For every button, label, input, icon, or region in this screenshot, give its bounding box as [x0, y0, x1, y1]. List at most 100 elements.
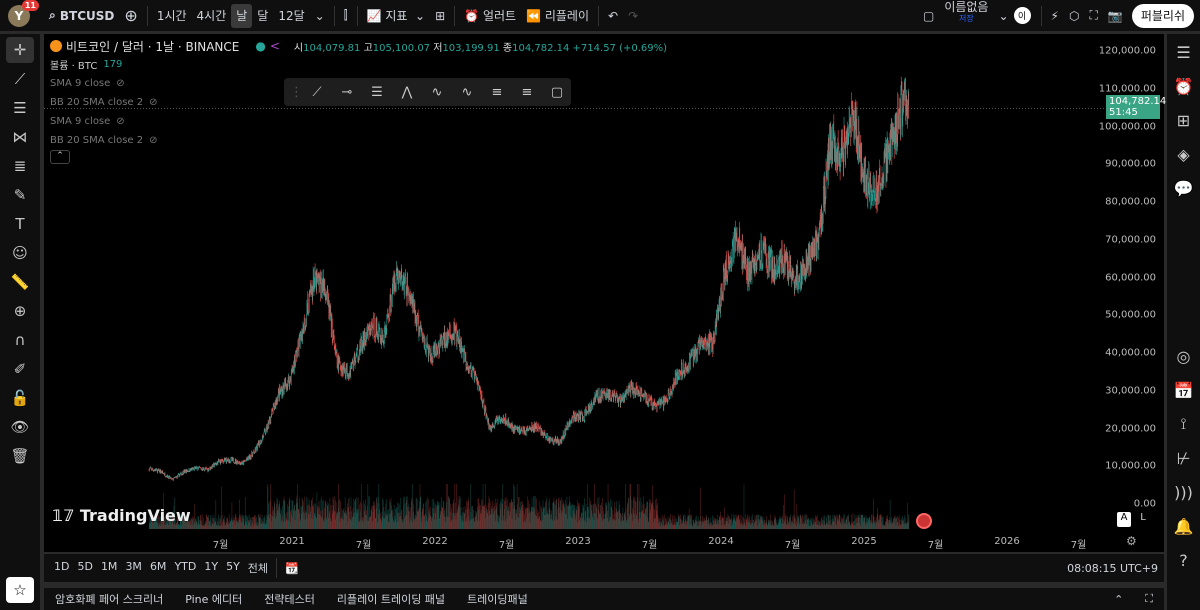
fib-extension-icon[interactable]: ≡ [521, 84, 533, 100]
alert-button[interactable]: ⏰ 얼러트 [459, 4, 521, 28]
volume-bar [152, 522, 153, 529]
us-flag-event-icon[interactable] [916, 513, 932, 529]
signal-icon[interactable]: ))) [1174, 482, 1193, 502]
interval-day[interactable]: 날 [231, 3, 253, 28]
symbol-search[interactable]: ⌕ BTCUSD [44, 4, 119, 28]
trend-line-icon[interactable]: ⟋ [312, 84, 322, 100]
calendar-icon[interactable]: 📅 [1173, 380, 1194, 400]
quick-search-icon[interactable]: ⚡ [1050, 8, 1059, 23]
range-3m[interactable]: 3M [125, 560, 142, 573]
bell-icon[interactable]: 🔔 [1173, 516, 1194, 536]
chart-area[interactable]: 비트코인 / 달러 · 1날 · BINANCE ● < 시104,079.81 … [44, 34, 1166, 552]
eye-hidden-icon[interactable]: ⊘ [149, 135, 158, 146]
parallel-channel-icon[interactable]: ☰ [371, 84, 383, 100]
settings-icon[interactable]: ⬡ [1068, 8, 1080, 23]
interval-1h[interactable]: 1시간 [156, 9, 187, 23]
emoji-icon[interactable]: ☺ [12, 244, 28, 262]
settings-icon[interactable]: ⚙ [1126, 534, 1137, 548]
redo-icon[interactable]: ↷ [628, 8, 639, 23]
range-ytd[interactable]: YTD [174, 560, 197, 573]
brush-icon[interactable]: ✎ [13, 186, 27, 204]
tab-crypto-screener[interactable]: 암호화폐 페어 스크리너 [55, 593, 164, 606]
indicator-bb[interactable]: BB 20 SMA close 2 ⊘ [50, 93, 667, 112]
volume-bar [708, 520, 710, 529]
help-icon[interactable]: ? [1179, 550, 1188, 570]
star-icon[interactable]: ☆ [6, 577, 34, 603]
templates-icon[interactable]: ⊞ [435, 8, 446, 23]
clock[interactable]: 08:08:15 UTC+9 [1067, 561, 1158, 575]
horizontal-lines-icon[interactable]: ☰ [13, 99, 27, 117]
chart-type-icon[interactable]: ⫿ [343, 8, 348, 22]
indicator-sma[interactable]: SMA 9 close ⊘ [50, 112, 667, 131]
text-icon[interactable]: T [15, 215, 25, 233]
interval-month[interactable]: 달 [257, 9, 269, 23]
trend-line-icon[interactable]: ⟋ [14, 70, 26, 88]
zoom-in-icon[interactable]: ⊕ [13, 302, 27, 320]
pattern-icon[interactable]: ⋀ [401, 84, 413, 100]
range-전체[interactable]: 전체 [247, 562, 269, 575]
fib-retracement-icon[interactable]: ≡ [491, 84, 503, 100]
chevron-up-icon[interactable]: ⌃ [1114, 592, 1124, 606]
indicators-button[interactable]: 📈 지표 ⌄ [366, 8, 426, 24]
elliott-wave-icon[interactable]: ∿ [431, 84, 443, 100]
trash-icon[interactable]: 🗑 [10, 447, 30, 465]
volume-bar [634, 497, 635, 529]
alarm-icon[interactable]: ⏰ [1173, 76, 1194, 96]
fullscreen-icon[interactable]: ⛶ [1089, 8, 1098, 22]
undo-icon[interactable]: ↶ [608, 8, 619, 23]
indicator-sma[interactable]: SMA 9 close ⊘ [50, 74, 667, 93]
lock-icon[interactable]: 🔓 [10, 389, 30, 407]
replay-button[interactable]: ⏪ 리플레이 [521, 4, 594, 28]
chevron-down-icon[interactable]: ⌄ [998, 8, 1009, 23]
target-icon[interactable]: ◎ [1176, 346, 1191, 366]
lock-drawing-icon[interactable]: ✐ [13, 360, 27, 378]
chevron-down-icon[interactable]: ⌄ [314, 8, 325, 23]
interval-4h[interactable]: 4시간 [196, 9, 227, 23]
range-1y[interactable]: 1Y [204, 560, 219, 573]
volume-bar [446, 517, 448, 529]
chat-icon[interactable]: 💬 [1173, 178, 1194, 198]
publish-button[interactable]: 퍼블리쉬 [1131, 3, 1194, 28]
abcd-pattern-icon[interactable]: ∿ [461, 84, 473, 100]
tab-trading-panel[interactable]: 트레이딩패널 [467, 593, 528, 606]
horizontal-ray-icon[interactable]: ⊸ [341, 84, 353, 100]
add-symbol-button[interactable]: ⊕ [124, 6, 138, 25]
range-1d[interactable]: 1D [54, 560, 70, 573]
range-5y[interactable]: 5Y [226, 560, 240, 573]
go-to-date-icon[interactable]: 📆 [285, 561, 299, 575]
maximize-panel-icon[interactable]: ⛶ [1145, 592, 1153, 605]
user-avatar[interactable]: 이 [1013, 7, 1031, 24]
trend-icon[interactable]: ⊬ [1176, 448, 1191, 468]
layers-icon[interactable]: ◈ [1177, 144, 1190, 164]
eye-hidden-icon[interactable]: ⊘ [116, 78, 125, 89]
pattern-icon[interactable]: ⋈ [12, 128, 28, 146]
magnet-icon[interactable]: ∩ [14, 331, 26, 349]
log-scale-button[interactable]: L [1140, 512, 1146, 523]
tab-strategy-tester[interactable]: 전략테스터 [264, 593, 315, 606]
drag-handle-icon[interactable]: ⋮ [290, 84, 303, 100]
fib-icon[interactable]: ≣ [13, 157, 27, 175]
watchlist-icon[interactable]: ☰ [1176, 42, 1191, 62]
ruler-icon[interactable]: 📏 [10, 273, 30, 291]
avatar[interactable]: Y 11 [8, 0, 39, 27]
range-6m[interactable]: 6M [149, 560, 167, 573]
layout-icon[interactable]: ▢ [922, 8, 935, 23]
auto-scale-button[interactable]: A [1117, 512, 1131, 527]
layout-name-button[interactable]: 이름없음 저장 [939, 1, 993, 30]
pattern-icon[interactable]: ⟟ [1180, 414, 1187, 433]
add-list-icon[interactable]: ⊞ [1176, 110, 1191, 130]
collapse-legend-button[interactable]: ⌃ [50, 150, 70, 164]
tab-pine-editor[interactable]: Pine 에디터 [185, 593, 243, 606]
crosshair-icon[interactable]: ✛ [6, 37, 34, 63]
indicator-bb[interactable]: BB 20 SMA close 2 ⊘ [50, 131, 667, 150]
camera-icon[interactable]: 📷 [1107, 8, 1123, 23]
eye-hidden-icon[interactable]: ⊘ [116, 116, 125, 127]
volume-bar [884, 525, 886, 529]
eye-hidden-icon[interactable]: ⊘ [149, 97, 158, 108]
range-1m[interactable]: 1M [100, 560, 118, 573]
interval-12month[interactable]: 12달 [278, 9, 305, 23]
tab-replay-trading-panel[interactable]: 리플레이 트레이딩 패널 [336, 593, 446, 606]
eye-icon[interactable]: 👁 [10, 418, 30, 436]
range-5d[interactable]: 5D [77, 560, 93, 573]
rectangle-icon[interactable]: ▢ [550, 84, 564, 100]
